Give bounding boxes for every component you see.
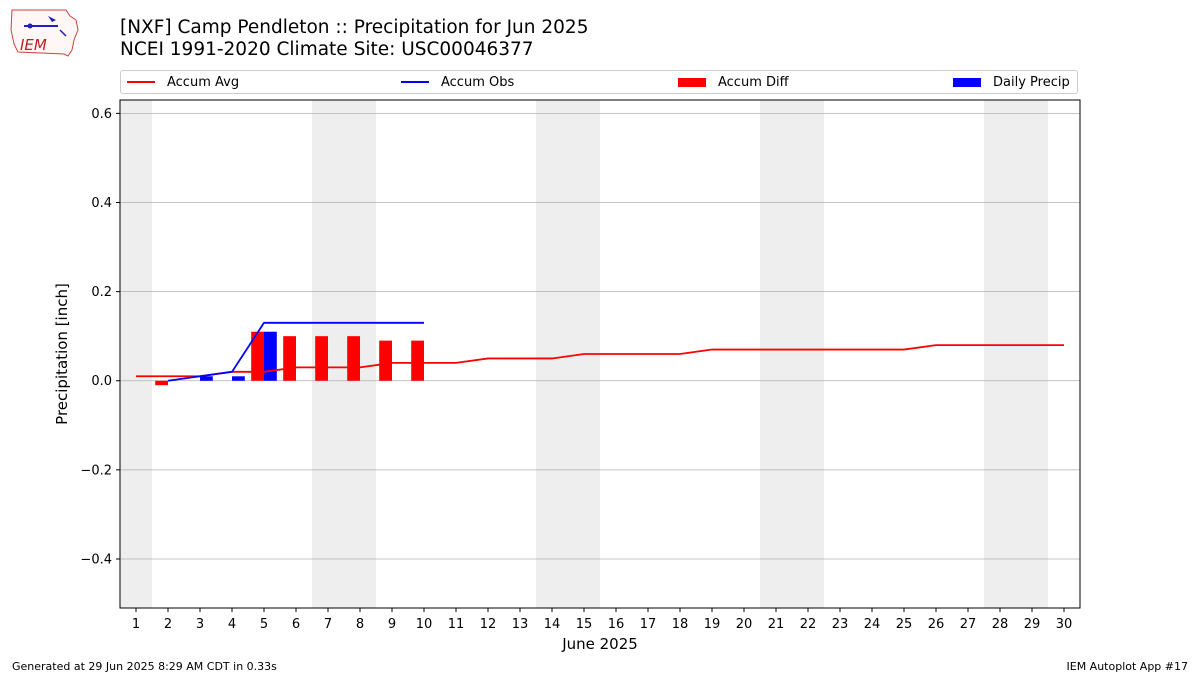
x-tick-label: 22	[800, 617, 817, 632]
x-tick-label: 25	[896, 617, 913, 632]
weekend-shade-28	[984, 100, 1016, 608]
x-tick-label: 9	[388, 617, 396, 632]
logo-text: IEM	[20, 36, 47, 54]
bar-daily-precip-day-5	[264, 331, 277, 381]
legend-label-daily-precip: Daily Precip	[993, 74, 1070, 90]
x-tick-label: 10	[416, 617, 433, 632]
x-tick-label: 18	[672, 617, 689, 632]
y-tick-label: 0.2	[91, 285, 112, 300]
weekend-shade-22	[792, 100, 824, 608]
legend-swatch-accum-obs	[401, 81, 429, 83]
iem-logo: IEM	[10, 9, 79, 57]
iowa-outline-shape	[10, 9, 79, 57]
y-axis-ticks: −0.4 −0.2 0.0 0.2 0.4 0.6	[80, 107, 120, 567]
legend-item-accum-diff: Accum Diff	[678, 71, 789, 93]
x-tick-label: 20	[736, 617, 753, 632]
chart-legend: Accum Avg Accum Obs Accum Diff Daily Pre…	[120, 70, 1078, 94]
y-tick-label: −0.4	[80, 552, 112, 567]
legend-swatch-daily-precip	[953, 77, 981, 87]
weekend-shade-21	[760, 100, 792, 608]
footer-app-text: IEM Autoplot App #17	[1066, 660, 1189, 673]
y-tick-label: 0.4	[91, 196, 112, 211]
x-tick-label: 5	[260, 617, 268, 632]
y-tick-label: −0.2	[80, 463, 112, 478]
legend-swatch-accum-avg	[127, 81, 155, 83]
x-tick-label: 27	[960, 617, 977, 632]
line-marks	[136, 321, 1064, 382]
x-tick-label: 13	[512, 617, 529, 632]
bar-marks	[155, 331, 424, 386]
y-tick-label: 0.0	[91, 374, 112, 389]
x-tick-label: 15	[576, 617, 593, 632]
x-tick-label: 8	[356, 617, 364, 632]
x-tick-label: 12	[480, 617, 497, 632]
x-tick-label: 2	[164, 617, 172, 632]
line-accum-avg	[136, 344, 1064, 378]
legend-swatch-accum-diff	[678, 77, 706, 87]
bar-accum-diff-day-7	[315, 336, 328, 381]
x-tick-label: 7	[324, 617, 332, 632]
x-tick-label: 29	[1024, 617, 1041, 632]
x-tick-label: 3	[196, 617, 204, 632]
x-axis-ticks: 1 2 3 4 5 6 7 8 9 10 11 12 13 14 15 16 17 18 19 20 21 22 23 24 2…	[132, 608, 1072, 632]
x-tick-label: 21	[768, 617, 785, 632]
bar-daily-precip-day-3	[200, 376, 213, 381]
y-axis-label: Precipitation [inch]	[53, 283, 71, 425]
bar-accum-diff-day-10	[411, 340, 424, 381]
legend-label-accum-obs: Accum Obs	[441, 74, 515, 90]
bar-accum-diff-day-8	[347, 336, 360, 381]
x-tick-label: 26	[928, 617, 945, 632]
legend-item-accum-avg: Accum Avg	[127, 71, 239, 93]
footer-generated-text: Generated at 29 Jun 2025 8:29 AM CDT in …	[12, 660, 277, 673]
x-tick-label: 14	[544, 617, 561, 632]
x-axis-label: June 2025	[561, 635, 638, 653]
x-tick-label: 28	[992, 617, 1009, 632]
weekend-shade-14	[536, 100, 568, 608]
chart-title: [NXF] Camp Pendleton :: Precipitation fo…	[120, 17, 589, 38]
x-tick-label: 19	[704, 617, 721, 632]
bar-accum-diff-day-6	[283, 336, 296, 381]
bar-accum-diff-day-9	[379, 340, 392, 381]
x-tick-label: 4	[228, 617, 236, 632]
line-accum-obs	[167, 321, 424, 382]
x-tick-label: 6	[292, 617, 300, 632]
chart-subtitle: NCEI 1991-2020 Climate Site: USC00046377	[120, 39, 534, 60]
x-tick-label: 24	[864, 617, 881, 632]
y-tick-label: 0.6	[91, 107, 112, 122]
weekend-shading	[120, 100, 1048, 608]
legend-item-daily-precip: Daily Precip	[953, 71, 1070, 93]
x-tick-label: 11	[448, 617, 465, 632]
weekend-shade-1	[120, 100, 152, 608]
plot-frame	[119, 99, 1081, 609]
bar-daily-precip-day-4	[232, 376, 245, 381]
x-tick-label: 30	[1056, 617, 1073, 632]
bar-accum-diff-day-5	[251, 331, 264, 381]
legend-label-accum-diff: Accum Diff	[718, 74, 789, 90]
legend-item-accum-obs: Accum Obs	[401, 71, 514, 93]
x-tick-label: 1	[132, 617, 140, 632]
bar-accum-diff-day-2	[155, 380, 168, 386]
grid-lines	[120, 112, 1080, 560]
x-tick-label: 17	[640, 617, 657, 632]
x-tick-label: 23	[832, 617, 849, 632]
legend-label-accum-avg: Accum Avg	[167, 74, 240, 90]
x-tick-label: 16	[608, 617, 625, 632]
weekend-shade-29	[1016, 100, 1048, 608]
